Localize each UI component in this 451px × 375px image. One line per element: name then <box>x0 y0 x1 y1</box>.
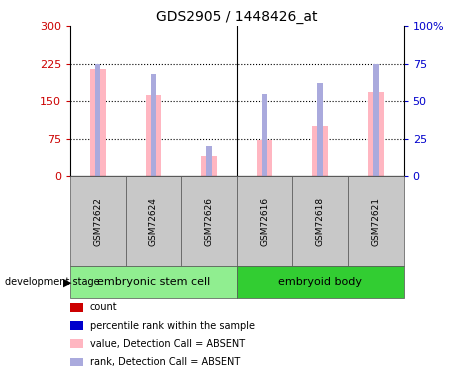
Bar <box>257 140 272 176</box>
FancyBboxPatch shape <box>125 176 181 266</box>
Text: GSM72621: GSM72621 <box>371 197 380 246</box>
Text: rank, Detection Call = ABSENT: rank, Detection Call = ABSENT <box>90 357 240 367</box>
Bar <box>313 126 328 176</box>
Text: GSM72622: GSM72622 <box>93 197 102 246</box>
Text: development stage: development stage <box>5 277 99 287</box>
Bar <box>262 94 267 176</box>
Bar <box>318 83 323 176</box>
FancyBboxPatch shape <box>237 176 292 266</box>
FancyBboxPatch shape <box>348 176 404 266</box>
Bar <box>201 156 217 176</box>
Bar <box>368 92 384 176</box>
Text: GSM72616: GSM72616 <box>260 196 269 246</box>
FancyBboxPatch shape <box>70 176 125 266</box>
Text: ▶: ▶ <box>63 277 71 287</box>
Bar <box>151 74 156 176</box>
FancyBboxPatch shape <box>181 176 237 266</box>
Text: GSM72624: GSM72624 <box>149 197 158 246</box>
Bar <box>95 64 101 176</box>
FancyBboxPatch shape <box>237 266 404 298</box>
FancyBboxPatch shape <box>70 303 83 312</box>
Text: count: count <box>90 302 118 312</box>
Text: GSM72618: GSM72618 <box>316 196 325 246</box>
Text: GSM72626: GSM72626 <box>204 197 213 246</box>
Text: embryoid body: embryoid body <box>278 277 362 287</box>
Bar <box>90 69 106 176</box>
FancyBboxPatch shape <box>70 358 83 366</box>
Title: GDS2905 / 1448426_at: GDS2905 / 1448426_at <box>156 10 318 24</box>
Text: value, Detection Call = ABSENT: value, Detection Call = ABSENT <box>90 339 245 349</box>
Text: percentile rank within the sample: percentile rank within the sample <box>90 321 255 330</box>
FancyBboxPatch shape <box>292 176 348 266</box>
Bar <box>146 95 161 176</box>
Bar <box>206 146 212 176</box>
Bar <box>373 64 379 176</box>
FancyBboxPatch shape <box>70 339 83 348</box>
FancyBboxPatch shape <box>70 321 83 330</box>
FancyBboxPatch shape <box>70 266 237 298</box>
Text: embryonic stem cell: embryonic stem cell <box>97 277 210 287</box>
